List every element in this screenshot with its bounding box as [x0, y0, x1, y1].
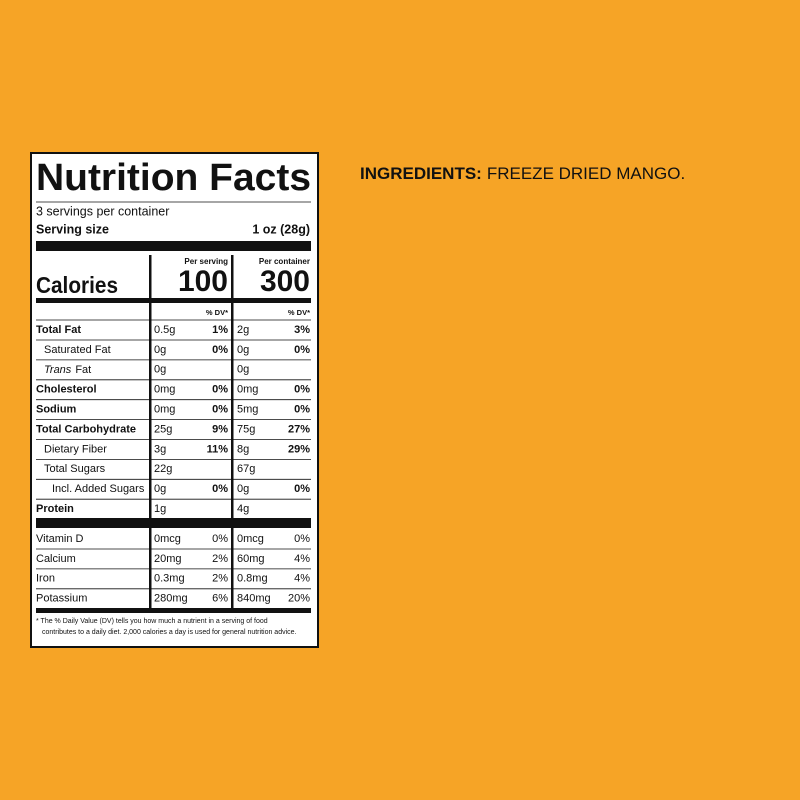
thick-bar	[36, 518, 311, 528]
nutrient-name-italic: Trans	[44, 364, 72, 376]
amount: 0g	[237, 364, 249, 376]
amount: 0mcg	[154, 533, 181, 545]
medium-bar	[36, 298, 311, 303]
footnote: * The % Daily Value (DV) tells you how m…	[36, 618, 268, 625]
daily-value: 2%	[212, 573, 228, 585]
dv-header: % DV*	[288, 308, 310, 317]
nutrient-name: Dietary Fiber	[44, 443, 107, 455]
amount: 840mg	[237, 593, 271, 605]
amount: 0g	[154, 344, 166, 356]
serving-size-label: Serving size	[36, 222, 109, 236]
amount: 5mg	[237, 404, 258, 416]
amount: 2g	[237, 324, 249, 336]
per-serving-calories: 100	[178, 265, 228, 298]
per-serving-label: Per serving	[184, 257, 228, 266]
nutrient-name: Total Fat	[36, 324, 81, 336]
amount: 0mcg	[237, 533, 264, 545]
medium-bar	[36, 608, 311, 613]
amount: 0g	[237, 344, 249, 356]
dv-header: % DV*	[206, 308, 228, 317]
label-title: Nutrition Facts	[36, 157, 311, 199]
amount: 0g	[237, 483, 249, 495]
nutrient-name: Incl. Added Sugars	[52, 483, 145, 495]
amount: 67g	[237, 463, 255, 475]
nutrient-name: Protein	[36, 503, 74, 515]
daily-value: 0%	[212, 404, 228, 416]
nutrient-name: Saturated Fat	[44, 344, 111, 356]
nutrient-name: Total Sugars	[44, 463, 106, 475]
per-container-calories: 300	[260, 265, 310, 298]
daily-value: 3%	[294, 324, 310, 336]
amount: 25g	[154, 423, 172, 435]
nutrient-name: Cholesterol	[36, 384, 97, 396]
amount: 0.8mg	[237, 573, 268, 585]
ingredients-text: FREEZE DRIED MANGO.	[487, 164, 685, 183]
amount: 22g	[154, 463, 172, 475]
daily-value: 9%	[212, 423, 228, 435]
amount: 0mg	[154, 404, 175, 416]
amount: 0g	[154, 483, 166, 495]
amount: 75g	[237, 423, 255, 435]
daily-value: 0%	[294, 533, 310, 545]
amount: 280mg	[154, 593, 188, 605]
amount: 8g	[237, 443, 249, 455]
daily-value: 1%	[212, 324, 228, 336]
daily-value: 4%	[294, 553, 310, 565]
daily-value: 6%	[212, 593, 228, 605]
amount: 0.3mg	[154, 573, 185, 585]
daily-value: 0%	[294, 483, 310, 495]
daily-value: 27%	[288, 423, 310, 435]
nutrient-name: Sodium	[36, 404, 77, 416]
daily-value: 20%	[288, 593, 310, 605]
daily-value: 4%	[294, 573, 310, 585]
amount: 0g	[154, 364, 166, 376]
daily-value: 0%	[212, 344, 228, 356]
nutrient-name-rest: Fat	[75, 364, 91, 376]
daily-value: 0%	[212, 483, 228, 495]
amount: 20mg	[154, 553, 182, 565]
calories-label: Calories	[36, 272, 118, 298]
servings: 3 servings per container	[36, 204, 169, 218]
amount: 4g	[237, 503, 249, 515]
column-divider	[149, 255, 152, 610]
daily-value: 11%	[207, 443, 229, 455]
column-divider	[231, 255, 234, 610]
nutrient-name: Total Carbohydrate	[36, 423, 136, 435]
amount: 3g	[154, 443, 166, 455]
amount: 0mg	[237, 384, 258, 396]
nutrient-name: Iron	[36, 573, 55, 585]
nutrient-name: Potassium	[36, 593, 87, 605]
daily-value: 29%	[288, 443, 310, 455]
amount: 0mg	[154, 384, 175, 396]
daily-value: 0%	[294, 404, 310, 416]
amount: 60mg	[237, 553, 265, 565]
amount: 1g	[154, 503, 166, 515]
daily-value: 2%	[212, 553, 228, 565]
serving-size-value: 1 oz (28g)	[252, 222, 310, 236]
daily-value: 0%	[294, 384, 310, 396]
thick-bar	[36, 241, 311, 251]
daily-value: 0%	[212, 384, 228, 396]
nutrient-name: Vitamin D	[36, 533, 84, 545]
nutrient-name: Calcium	[36, 553, 76, 565]
per-container-label: Per container	[259, 257, 310, 266]
ingredients-label: INGREDIENTS:	[360, 164, 482, 183]
ingredients: INGREDIENTS: FREEZE DRIED MANGO.	[360, 164, 685, 183]
nutrient-name: Trans Fat	[44, 364, 91, 376]
daily-value: 0%	[212, 533, 228, 545]
amount: 0.5g	[154, 324, 175, 336]
daily-value: 0%	[294, 344, 310, 356]
footnote: contributes to a daily diet. 2,000 calor…	[42, 629, 297, 636]
